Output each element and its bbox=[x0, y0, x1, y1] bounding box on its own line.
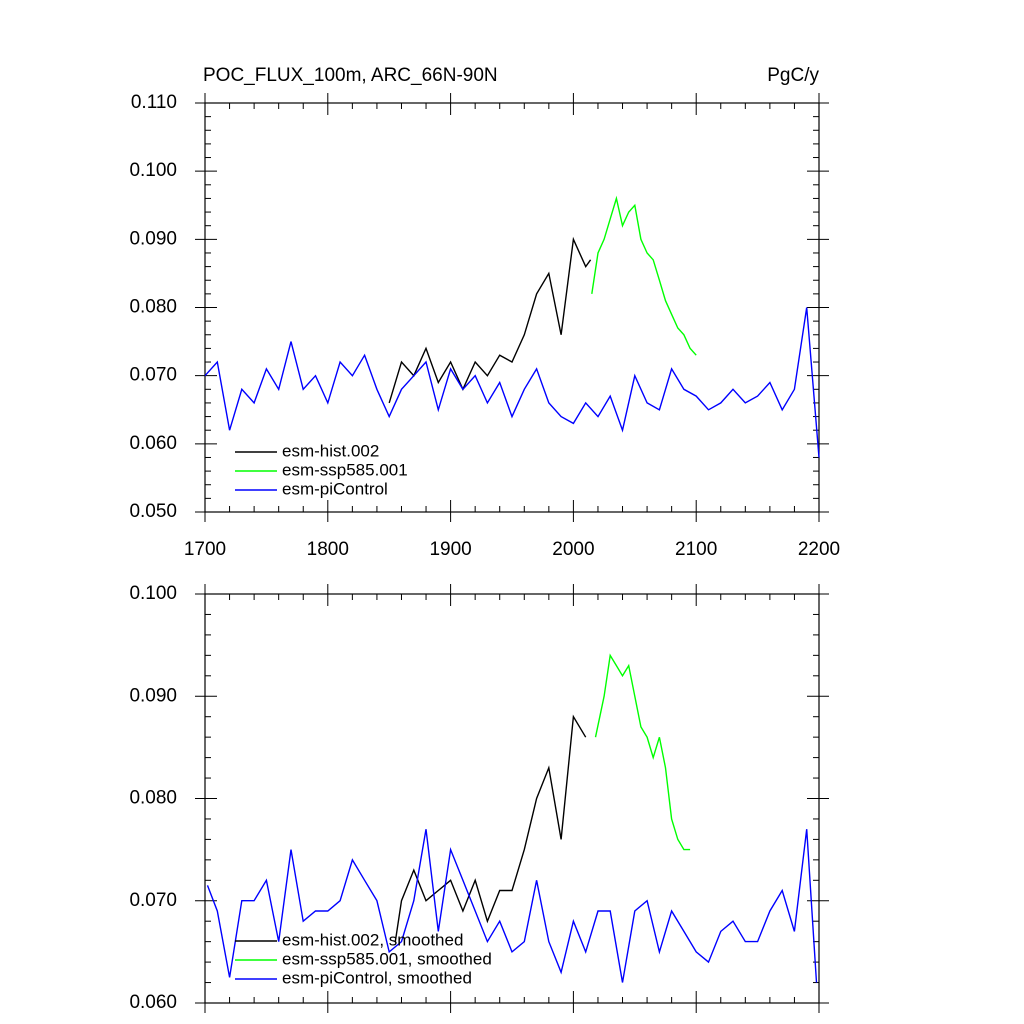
y-tick-label: 0.060 bbox=[129, 992, 177, 1013]
y-tick-label: 0.050 bbox=[129, 501, 177, 522]
plot-frame bbox=[204, 102, 820, 513]
chart-title: POC_FLUX_100m, ARC_66N-90N bbox=[203, 65, 498, 86]
x-tick-label: 1900 bbox=[429, 539, 471, 560]
y-tick-label: 0.090 bbox=[129, 228, 177, 249]
x-tick-label: 2000 bbox=[552, 539, 594, 560]
legend-label: esm-piControl, smoothed bbox=[282, 968, 472, 987]
y-tick-label: 0.070 bbox=[129, 365, 177, 386]
x-tick-label: 2200 bbox=[798, 539, 840, 560]
x-tick-label: 2100 bbox=[675, 539, 717, 560]
plot-frame bbox=[204, 593, 820, 1004]
x-tick-label: 1700 bbox=[184, 539, 226, 560]
series-line bbox=[206, 829, 818, 983]
x-tick-label: 1800 bbox=[307, 539, 349, 560]
legend-label: esm-ssp585.001 bbox=[282, 460, 408, 479]
y-tick-label: 0.100 bbox=[129, 160, 177, 181]
legend-label: esm-piControl bbox=[282, 479, 388, 498]
series-line bbox=[388, 236, 592, 404]
units-label: PgC/y bbox=[767, 65, 819, 86]
series-line bbox=[394, 714, 587, 942]
legend-label: esm-hist.002, smoothed bbox=[282, 930, 463, 949]
y-tick-label: 0.100 bbox=[129, 583, 177, 604]
series-line bbox=[594, 653, 691, 851]
y-tick-label: 0.070 bbox=[129, 890, 177, 911]
series-line bbox=[591, 195, 697, 356]
series-line bbox=[204, 307, 820, 458]
legend-label: esm-hist.002 bbox=[282, 441, 379, 460]
y-tick-label: 0.060 bbox=[129, 433, 177, 454]
y-tick-label: 0.110 bbox=[131, 92, 177, 113]
legend-label: esm-ssp585.001, smoothed bbox=[282, 949, 492, 968]
y-tick-label: 0.080 bbox=[129, 297, 177, 318]
y-tick-label: 0.080 bbox=[129, 788, 177, 809]
y-tick-label: 0.090 bbox=[129, 685, 177, 706]
